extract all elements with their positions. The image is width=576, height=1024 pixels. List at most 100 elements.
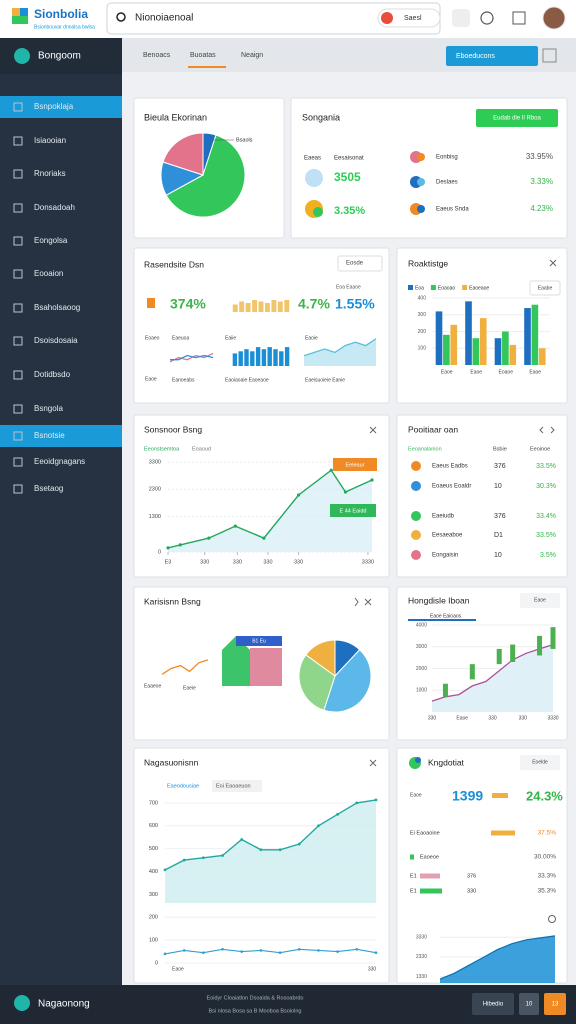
close-icon[interactable]	[364, 598, 372, 606]
point	[166, 546, 170, 550]
point	[182, 949, 186, 952]
search-icon	[116, 12, 126, 22]
mini-label: Eaeisuoieie Eanie	[305, 377, 345, 383]
legend-label: Eoi Eaoaeuon	[216, 783, 251, 789]
cell: 33.4%	[536, 513, 556, 520]
candle	[537, 635, 543, 656]
pager-icon[interactable]	[539, 426, 555, 434]
footer-button[interactable]	[544, 993, 566, 1015]
icon-button[interactable]	[542, 48, 557, 63]
filter-label[interactable]: Eaoe	[534, 597, 546, 603]
close-icon[interactable]	[369, 759, 377, 767]
nav-item[interactable]: Dsoisdosaia	[34, 336, 78, 345]
kpi: 374%	[170, 296, 206, 312]
area	[432, 644, 553, 712]
filter[interactable]	[529, 280, 561, 296]
bar	[252, 300, 258, 312]
close-icon[interactable]	[549, 259, 557, 267]
candle	[442, 683, 448, 697]
footer-brand: Nagaonong	[38, 999, 90, 1010]
nav-item[interactable]: Bsaholsaoog	[34, 303, 80, 312]
cell: 376	[494, 513, 506, 520]
candle	[469, 664, 475, 680]
point	[259, 949, 263, 952]
legend-label: Eaoeaoe	[469, 285, 489, 291]
cell: 330	[467, 888, 476, 894]
tab[interactable]: Benoacs	[143, 52, 171, 59]
nav-icon	[13, 269, 23, 279]
legend-label: Bsaols	[236, 137, 253, 143]
logo-icon	[20, 8, 28, 16]
point	[221, 947, 224, 951]
y-tick-label: 1000	[416, 688, 427, 694]
pager-icon[interactable]	[354, 597, 359, 607]
nav-icon	[13, 136, 23, 146]
bar	[531, 304, 539, 365]
area	[165, 799, 376, 903]
point	[336, 812, 340, 816]
nav-item[interactable]: Donsadoah	[34, 203, 75, 212]
bar	[245, 303, 251, 312]
nav-item[interactable]: Rnoriaks	[34, 169, 66, 178]
bar	[509, 344, 517, 365]
point	[336, 950, 339, 953]
bar	[443, 334, 450, 365]
x-tick-label: Eaoe	[470, 369, 482, 375]
filter-label[interactable]: Eaabe	[538, 285, 553, 291]
bar	[264, 303, 270, 312]
nav-item[interactable]: Bsnotsie	[34, 431, 65, 440]
badge-text: Saesl	[404, 15, 422, 22]
footer-button[interactable]	[519, 993, 539, 1015]
nav-item[interactable]: Eongolsa	[34, 236, 68, 245]
point	[278, 951, 282, 955]
point	[178, 543, 182, 547]
footer-button-label[interactable]: Hibedio	[483, 1002, 504, 1008]
icon-button[interactable]	[512, 11, 526, 25]
bar	[267, 347, 272, 366]
y-tick-label: 100	[149, 938, 158, 944]
cell: D1	[494, 532, 503, 539]
filter[interactable]	[520, 755, 560, 770]
legend-swatch	[408, 285, 413, 290]
footer-button-label[interactable]: 10	[526, 1002, 533, 1008]
tab[interactable]: Buoatas	[190, 52, 216, 59]
action-label[interactable]: Eboeducons	[456, 53, 495, 60]
filter[interactable]	[520, 593, 560, 608]
point	[240, 838, 244, 841]
logo-icon	[12, 16, 28, 24]
icon-button[interactable]	[452, 9, 470, 27]
y-tick-label: 200	[149, 915, 158, 921]
action-button[interactable]	[446, 46, 538, 66]
footer-button-label[interactable]: 13	[552, 1002, 559, 1008]
nav-item[interactable]: Dotidbsdo	[34, 370, 71, 379]
button-label[interactable]: Eudab dle Il Rboa	[493, 116, 541, 122]
nav-item[interactable]: Bsetaog	[34, 484, 63, 493]
badge[interactable]	[377, 8, 441, 28]
bar-chip	[492, 793, 508, 798]
filter[interactable]	[337, 255, 383, 272]
close-icon[interactable]	[369, 426, 377, 434]
legend-label: Eeonstsemtoa	[144, 446, 180, 452]
footer-button[interactable]	[472, 993, 514, 1015]
nav-item[interactable]: Eeoidgnagans	[34, 457, 85, 466]
y-tick-label: 700	[149, 800, 158, 806]
nav-item[interactable]: Eooaion	[34, 269, 63, 278]
nav-item[interactable]: Bsnpoklaja	[34, 102, 74, 111]
label: Eaoe	[410, 792, 422, 798]
tab[interactable]: Neaign	[241, 52, 263, 59]
row-icon	[411, 550, 421, 560]
nav-icon	[13, 404, 23, 414]
line	[164, 948, 377, 955]
row-value: 4.23%	[530, 204, 553, 213]
mini-label: Eaoie	[305, 335, 318, 341]
button[interactable]	[476, 109, 558, 127]
point	[370, 478, 374, 482]
nav-icon	[13, 303, 23, 313]
nav-item[interactable]: Isiaooian	[34, 136, 66, 145]
filter-label[interactable]: Eoelde	[532, 759, 548, 765]
brand: Bongoom	[38, 51, 81, 62]
cell: E1	[410, 873, 417, 879]
footer-text: Bsi nlosa Bosa sa B Mooboa Bsoiolng	[209, 1008, 302, 1014]
nav-item[interactable]: Bsngola	[34, 404, 63, 413]
filter-label[interactable]: Eosde	[346, 261, 364, 267]
